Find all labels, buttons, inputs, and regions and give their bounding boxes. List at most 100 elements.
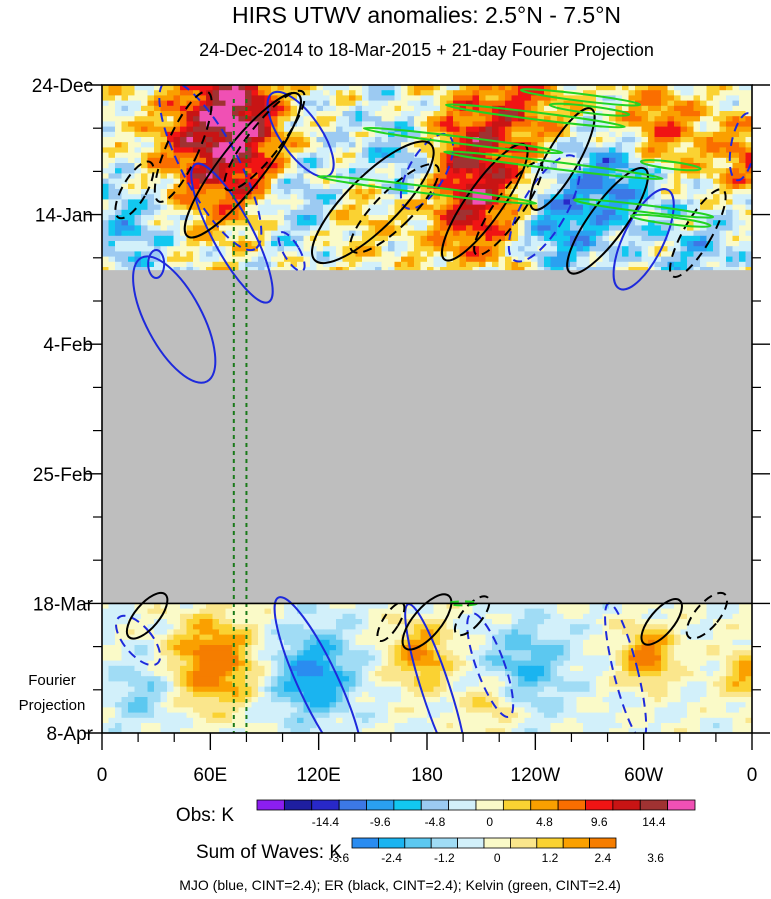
obs-cell [719,241,727,247]
projection-cell [297,629,304,635]
obs-cell [674,251,681,257]
obs-cell [498,121,506,127]
obs-cell [303,215,311,221]
projection-cell [667,650,675,656]
obs-cell [635,147,642,153]
projection-cell [154,650,161,656]
obs-cell [186,95,194,101]
obs-cell [349,111,356,117]
obs-cell [726,267,733,273]
obs-cell [147,85,155,91]
projection-cell [563,639,571,646]
projection-cell [615,671,623,677]
projection-cell [453,655,460,661]
obs-cell [394,163,402,169]
obs-cell [505,209,512,216]
obs-cell [355,95,363,101]
obs-cell [420,90,428,96]
obs-cell [563,105,571,112]
obs-cell [511,90,519,96]
obs-cell [414,241,421,247]
obs-cell [186,152,194,159]
obs-cell [719,178,727,185]
obs-cell [310,189,317,195]
obs-cell [186,256,194,263]
projection-cell [719,650,727,656]
obs-cell [108,204,116,211]
obs-cell [368,147,376,153]
obs-cell [219,163,226,169]
obs-cell [225,194,233,200]
obs-cell [128,111,135,117]
obs-cell [160,230,168,237]
obs-cell [609,246,616,252]
obs-cell [498,131,506,138]
obs-cell [160,173,168,179]
projection-cell [154,671,161,677]
obs-cell [589,246,597,252]
projection-cell [427,665,434,672]
obs-cell [479,204,486,211]
obs-cell [609,189,616,195]
obs-cell [576,267,584,273]
obs-cell [303,225,311,231]
obs-cell [206,152,213,159]
obs-cell [713,90,720,96]
obs-cell [680,204,688,211]
obs-cell [583,246,590,252]
obs-cell [362,163,369,169]
obs-cell [602,251,610,257]
obs-cell [609,111,616,117]
obs-cell [407,225,415,231]
obs-cell [160,235,168,242]
obs-cell [719,168,727,174]
obs-cell [355,173,363,179]
obs-cell [362,267,369,273]
obs-cell [297,157,304,164]
obs-cell [219,204,226,211]
obs-cell [576,147,584,153]
projection-cell [167,624,174,630]
projection-cell [349,665,356,672]
obs-cell [284,220,291,226]
projection-cell [453,624,460,630]
obs-cell [102,189,109,195]
obs-cell [225,251,233,257]
obs-cell [420,157,428,164]
obs-cell [433,241,441,247]
obs-cell [570,147,577,153]
obs-cell [693,267,701,273]
obs-cell [115,142,122,148]
obs-cell [355,90,363,96]
projection-cell [667,655,675,661]
obs-cell [310,126,317,133]
projection-cell [303,608,311,615]
obs-cell [518,209,525,216]
obs-cell [381,267,389,273]
obs-cell [479,163,486,169]
obs-cell [115,261,122,268]
obs-cell [732,178,740,185]
obs-cell [407,142,415,148]
obs-cell [290,261,298,268]
obs-cell [329,85,337,91]
obs-cell [199,267,207,273]
projection-cell [193,639,200,646]
obs-cell [576,100,584,107]
projection-cell [576,608,584,615]
obs-cell [550,116,558,122]
projection-cell [342,619,350,625]
obs-cell [680,183,688,190]
obs-cell [472,199,480,205]
obs-cell [745,137,752,143]
obs-cell [414,199,421,205]
projection-cell [583,650,590,656]
obs-cell [141,251,148,257]
obs-cell [732,194,740,200]
projection-cell [505,603,512,609]
projection-cell [602,608,610,615]
obs-cell [251,199,259,205]
projection-cell [329,624,337,630]
obs-cell [141,100,148,107]
obs-cell [128,100,135,107]
